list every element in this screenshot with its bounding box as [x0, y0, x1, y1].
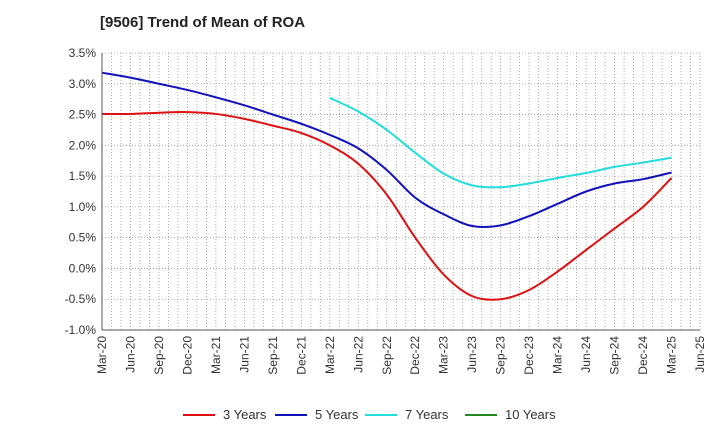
legend: 3 Years 5 Years 7 Years 10 Years — [183, 407, 556, 422]
x-tick-label: Sep-22 — [380, 336, 394, 375]
grid-layer — [102, 52, 701, 330]
y-tick-label: 0.5% — [69, 231, 97, 245]
y-tick-label: 2.0% — [69, 138, 97, 152]
y-tick-label: -0.5% — [65, 292, 97, 306]
x-tick-label: Sep-21 — [266, 336, 280, 375]
series-line-3-years — [101, 111, 673, 301]
x-tick-label: Mar-20 — [95, 336, 109, 374]
series-line-5-years — [101, 71, 672, 229]
x-tick-label: Mar-25 — [665, 336, 679, 374]
legend-label-3-years: 3 Years — [223, 407, 267, 422]
legend-label-7-years: 7 Years — [405, 407, 449, 422]
y-tick-label: -1.0% — [65, 323, 97, 337]
x-tick-label: Dec-20 — [180, 336, 194, 375]
x-tick-label: Jun-25 — [693, 336, 707, 373]
y-tick-label: 1.5% — [69, 169, 97, 183]
x-tick-label: Mar-23 — [437, 336, 451, 374]
x-tick-label: Jun-24 — [579, 336, 593, 373]
x-tick-label: Mar-22 — [323, 336, 337, 374]
y-tick-label: 3.0% — [69, 77, 97, 91]
x-tick-label: Dec-24 — [636, 336, 650, 375]
x-tick-label: Jun-22 — [351, 336, 365, 373]
x-tick-label: Mar-21 — [209, 336, 223, 374]
y-tick-label: 1.0% — [69, 200, 97, 214]
x-tick-label: Sep-23 — [494, 336, 508, 375]
y-tick-label: 3.5% — [69, 46, 97, 60]
x-tick-label: Dec-21 — [294, 336, 308, 375]
line-layer — [101, 71, 673, 301]
x-tick-label: Sep-20 — [152, 336, 166, 375]
y-tick-label: 2.5% — [69, 108, 97, 122]
x-tick-label: Mar-24 — [551, 336, 565, 374]
series-line-7-years — [329, 97, 672, 189]
x-tick-label: Dec-23 — [522, 336, 536, 375]
axis-layer: 3.5% 3.0% 2.5% 2.0% 1.5% 1.0% 0.5% 0.0% -0.5% -1.… — [65, 46, 707, 375]
chart-title: [9506] Trend of Mean of ROA — [100, 14, 306, 31]
legend-label-5-years: 5 Years — [315, 407, 359, 422]
legend-label-10-years: 10 Years — [505, 407, 556, 422]
x-tick-label: Dec-22 — [408, 336, 422, 375]
x-tick-label: Jun-20 — [123, 336, 137, 373]
y-tick-label: 0.0% — [69, 261, 97, 275]
x-tick-label: Jun-23 — [465, 336, 479, 373]
x-tick-label: Jun-21 — [237, 336, 251, 373]
x-tick-label: Sep-24 — [608, 336, 622, 375]
